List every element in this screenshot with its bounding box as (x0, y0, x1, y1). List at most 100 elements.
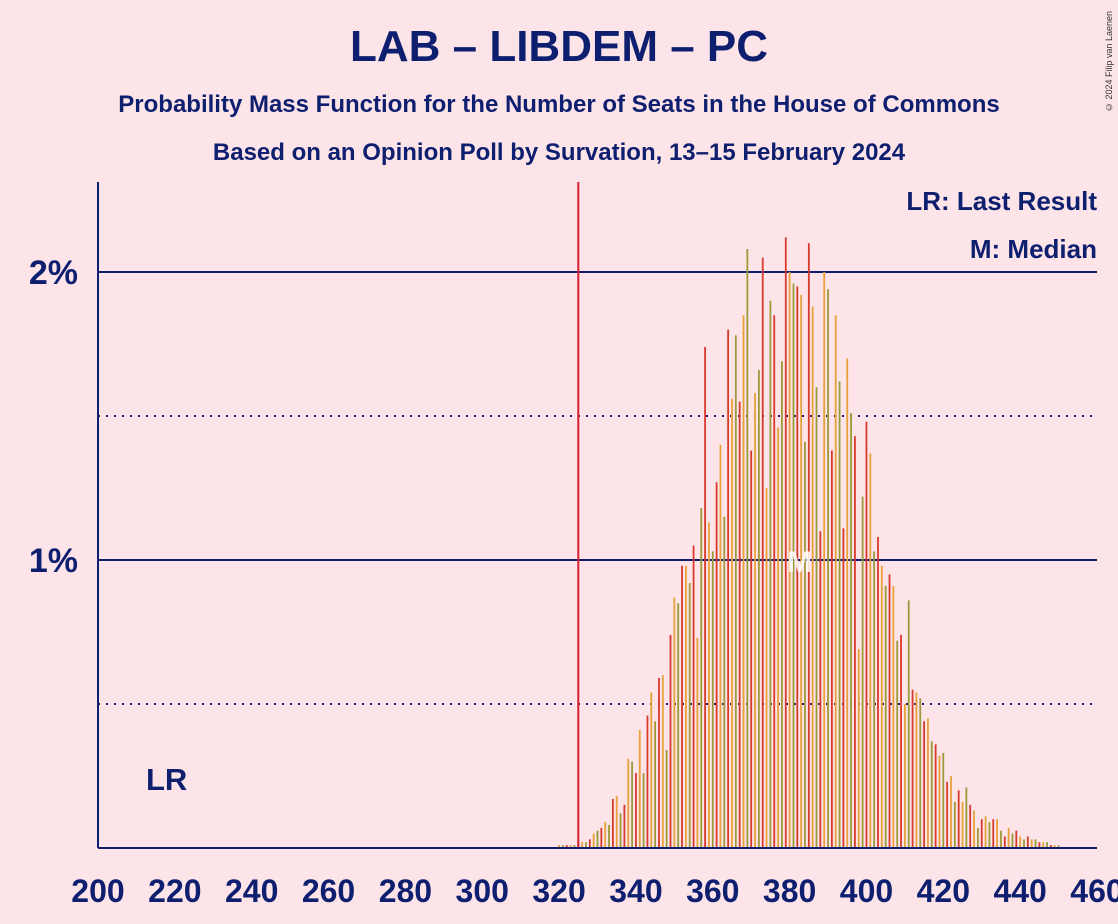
bar-seat-424 (957, 790, 960, 848)
bar-seat-380 (788, 272, 791, 848)
legend-median: M: Median (970, 234, 1097, 264)
bar-seat-427 (969, 804, 972, 848)
bar-seat-425 (961, 801, 964, 848)
bar-seat-414 (919, 698, 922, 848)
x-tick-label: 400 (840, 873, 893, 909)
bar-seat-377 (777, 427, 779, 848)
bar-seat-364 (727, 329, 730, 849)
bar-seat-374 (765, 488, 768, 848)
bar-seat-381 (792, 283, 795, 848)
bar-seat-442 (1026, 836, 1029, 848)
bar-seat-435 (1000, 830, 1002, 848)
x-tick-label: 320 (532, 873, 585, 909)
bar-seat-444 (1034, 839, 1037, 848)
bar-seat-357 (700, 508, 703, 848)
bar-seat-353 (684, 565, 687, 848)
bar-seat-367 (738, 401, 741, 848)
bar-seat-340 (635, 773, 637, 848)
bar-seat-347 (661, 675, 664, 848)
chart-title: LAB – LIBDEM – PC (349, 22, 769, 71)
bar-seat-428 (973, 810, 975, 848)
y-tick-label: 2% (29, 254, 78, 292)
bar-seat-404 (880, 565, 883, 848)
bar-seat-363 (723, 516, 726, 848)
bar-seat-401 (869, 453, 872, 848)
bar-seat-436 (1003, 836, 1006, 848)
chart-subtitle: Probability Mass Function for the Number… (118, 91, 1000, 118)
bar-seat-416 (927, 718, 929, 848)
bar-seat-389 (823, 272, 826, 848)
bar-seat-345 (654, 721, 657, 848)
bar-seat-409 (900, 634, 902, 848)
bar-seat-447 (1046, 842, 1048, 848)
x-tick-label: 380 (763, 873, 816, 909)
bar-seat-392 (834, 315, 837, 848)
median-marker: M (787, 546, 812, 579)
bar-seat-344 (650, 692, 653, 848)
bar-seat-328 (588, 839, 591, 848)
x-tick-label: 460 (1070, 873, 1118, 909)
bar-seat-410 (903, 704, 906, 848)
bar-seat-337 (623, 804, 626, 848)
bar-seat-384 (804, 441, 806, 848)
bar-seat-366 (734, 335, 737, 848)
bar-seat-356 (696, 637, 699, 848)
bar-seat-332 (604, 822, 607, 848)
bar-seat-355 (692, 545, 695, 848)
bar-seat-352 (681, 565, 683, 848)
axes-group (97, 182, 1097, 849)
bar-seat-440 (1019, 836, 1022, 848)
bar-seat-373 (761, 257, 764, 849)
bar-seat-336 (619, 813, 622, 848)
bar-seat-449 (1053, 845, 1056, 848)
bar-seat-327 (585, 842, 587, 848)
bar-seat-402 (873, 551, 876, 848)
bar-seat-419 (938, 755, 941, 848)
bar-seat-399 (861, 496, 864, 848)
bar-seat-429 (976, 827, 979, 848)
bar-seat-375 (769, 300, 772, 848)
bar-seat-398 (857, 649, 860, 848)
bar-seat-350 (673, 597, 676, 848)
bar-seat-418 (934, 744, 937, 848)
bar-seat-348 (665, 750, 668, 848)
x-tick-label: 260 (302, 873, 355, 909)
bar-seat-341 (638, 729, 641, 848)
bar-seat-346 (658, 678, 660, 848)
x-tick-label: 280 (379, 873, 432, 909)
bar-seat-438 (1011, 833, 1014, 848)
bar-seat-420 (942, 752, 945, 848)
bar-seat-326 (581, 842, 584, 848)
bar-seat-321 (562, 845, 564, 848)
bar-seat-437 (1007, 827, 1010, 848)
bar-seat-430 (980, 819, 983, 848)
bar-seat-394 (842, 528, 845, 848)
bar-seat-445 (1038, 842, 1041, 848)
bar-seat-396 (850, 413, 852, 848)
bar-seat-395 (846, 358, 849, 848)
bar-seat-411 (907, 600, 910, 848)
bar-seat-441 (1023, 839, 1025, 848)
bar-seat-362 (719, 444, 722, 848)
bar-seat-397 (854, 436, 856, 848)
bar-seat-376 (773, 315, 776, 848)
bar-seat-412 (911, 689, 914, 848)
bar-seat-432 (988, 822, 991, 848)
bar-seat-378 (781, 361, 783, 848)
x-tick-label: 440 (993, 873, 1046, 909)
bar-seat-415 (923, 721, 925, 848)
bar-seat-393 (838, 381, 841, 848)
bar-seat-431 (984, 816, 987, 848)
x-tick-label: 420 (917, 873, 970, 909)
bar-seat-349 (669, 634, 672, 848)
bar-seat-405 (884, 585, 887, 848)
bar-seat-320 (558, 845, 560, 848)
bar-seat-446 (1042, 842, 1045, 848)
bar-seat-386 (811, 306, 814, 848)
bar-seat-333 (608, 824, 610, 848)
x-tick-label: 220 (148, 873, 201, 909)
tick-labels-group: 200 220 240 260 280 300 320 340 360 380 400 420 440 4… (29, 254, 1118, 909)
bar-seat-322 (565, 845, 568, 848)
bar-seat-400 (865, 421, 868, 848)
